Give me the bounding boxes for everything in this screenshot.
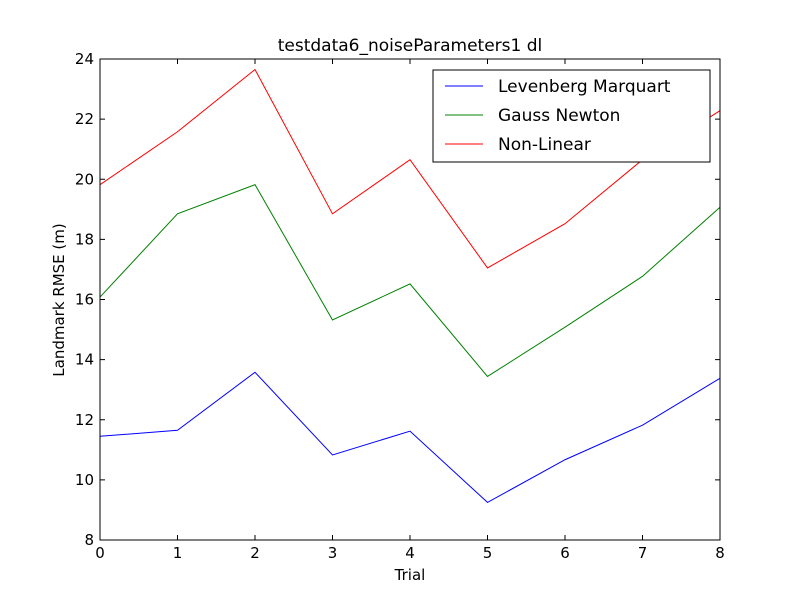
y-tick-label-4: 16 xyxy=(75,291,94,309)
y-tick-label-8: 24 xyxy=(75,50,94,68)
y-axis-label: Landmark RMSE (m) xyxy=(50,223,68,376)
chart-title: testdata6_noiseParameters1 dl xyxy=(278,36,543,56)
y-tick-label-0: 8 xyxy=(84,531,94,549)
x-tick-label-3: 3 xyxy=(328,544,338,562)
x-tick-label-6: 6 xyxy=(560,544,570,562)
y-tick-label-6: 20 xyxy=(75,170,94,188)
y-tick-label-2: 12 xyxy=(75,411,94,429)
legend: Levenberg Marquart Gauss Newton Non-Linear xyxy=(433,70,710,162)
x-tick-label-5: 5 xyxy=(483,544,493,562)
x-tick-label-8: 8 xyxy=(715,544,725,562)
y-tick-label-3: 14 xyxy=(75,351,94,369)
x-tick-label-4: 4 xyxy=(405,544,415,562)
x-tick-label-2: 2 xyxy=(250,544,260,562)
x-tick-label-1: 1 xyxy=(173,544,183,562)
x-tick-label-0: 0 xyxy=(95,544,105,562)
x-tick-label-7: 7 xyxy=(638,544,648,562)
y-tick-label-5: 18 xyxy=(75,230,94,248)
y-tick-label-1: 10 xyxy=(75,471,94,489)
legend-label-1: Gauss Newton xyxy=(498,106,620,126)
x-axis-label: Trial xyxy=(394,566,426,584)
legend-label-0: Levenberg Marquart xyxy=(498,77,671,97)
legend-label-2: Non-Linear xyxy=(498,135,591,155)
y-tick-label-7: 22 xyxy=(75,110,94,128)
